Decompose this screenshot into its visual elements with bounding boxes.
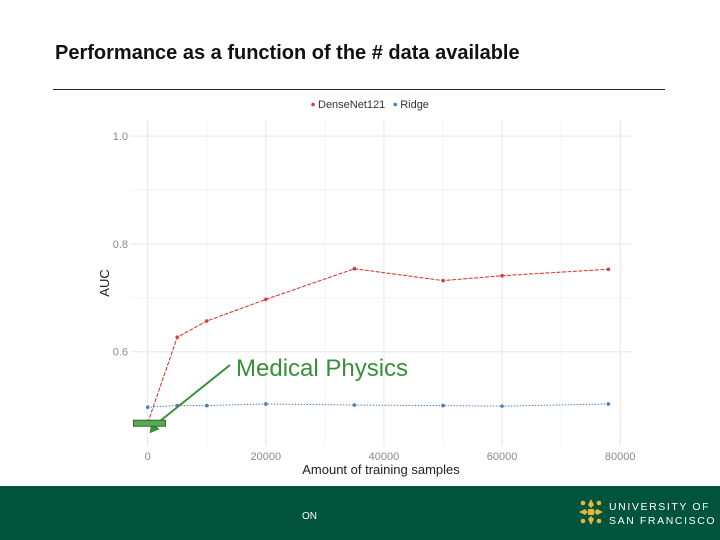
- annotation-arrow-shaft: [152, 364, 231, 428]
- title-divider: [53, 89, 665, 90]
- data-point-ridge: [352, 403, 357, 407]
- y-axis-label: AUC: [97, 269, 112, 296]
- y-tick-label: 0.6: [113, 347, 128, 359]
- y-tick-label: 0.8: [113, 239, 128, 251]
- data-point-ridge: [606, 402, 611, 406]
- legend-marker: [311, 102, 315, 107]
- data-point-ridge: [145, 405, 150, 410]
- slide-title: Performance as a function of the # data …: [55, 42, 520, 64]
- data-point-densenet121: [352, 266, 357, 271]
- annotation-highlight-box: [132, 419, 166, 427]
- university-name-line1: UNIVERSITY OF: [609, 501, 711, 513]
- x-tick-label: 40000: [369, 451, 400, 463]
- y-tick-label: 1.0: [113, 131, 128, 143]
- x-tick-label: 20000: [251, 451, 282, 463]
- x-tick-label: 80000: [605, 451, 636, 463]
- data-point-ridge: [500, 404, 504, 408]
- university-name-line2: SAN FRANCISCO: [609, 515, 717, 527]
- university-wordmark: UNIVERSITY OF SAN FRANCISCO: [609, 500, 716, 528]
- annotation-label: Medical Physics: [236, 355, 408, 382]
- data-point-densenet121: [606, 267, 611, 272]
- data-point-densenet121: [500, 273, 504, 278]
- data-point-ridge: [264, 402, 268, 406]
- data-point-ridge: [441, 403, 445, 408]
- x-tick-label: 60000: [487, 451, 518, 463]
- footer-bar: ON UNIVERSITY OF SAN FRANCISCO: [0, 486, 720, 540]
- x-tick-label: 0: [145, 451, 151, 463]
- legend-entry: Ridge: [400, 99, 429, 111]
- legend-marker: [393, 102, 398, 107]
- university-logo-icon: [579, 499, 603, 525]
- data-point-densenet121: [175, 335, 180, 339]
- series-line-densenet121: [147, 268, 609, 424]
- legend-entry: DenseNet121: [318, 99, 385, 111]
- footer-code: ON: [302, 511, 317, 522]
- series-line-ridge: [147, 403, 609, 408]
- data-point-densenet121: [264, 297, 268, 302]
- data-point-densenet121: [441, 278, 445, 283]
- data-point-densenet121: [204, 319, 209, 323]
- data-point-ridge: [204, 403, 209, 408]
- line-chart: 0.6 0.8 1.0 0 20000 40000 60000 80000 Amount of …: [97, 99, 636, 477]
- x-axis-label: Amount of training samples: [302, 462, 460, 477]
